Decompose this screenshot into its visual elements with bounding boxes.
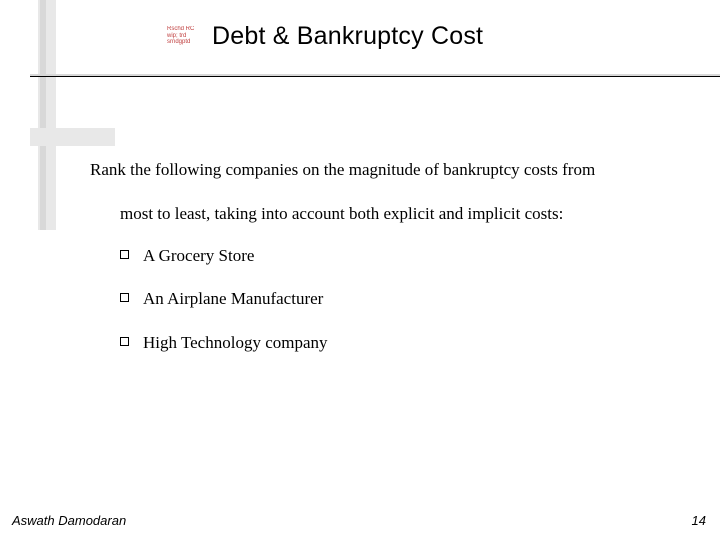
left-decoration-inner [40,0,46,230]
square-bullet-icon [120,250,129,259]
list-item: An Airplane Manufacturer [120,287,680,311]
square-bullet-icon [120,337,129,346]
footer-page-number: 14 [692,513,706,528]
list-item: A Grocery Store [120,244,680,268]
intro-line-2: most to least, taking into account both … [120,202,680,226]
bullet-text: An Airplane Manufacturer [143,287,323,311]
intro-line-1: Rank the following companies on the magn… [90,158,680,182]
title-underline [30,76,720,77]
content-area: Rank the following companies on the magn… [90,158,680,375]
horizontal-decoration [30,128,115,146]
list-item: High Technology company [120,331,680,355]
page-title: Debt & Bankruptcy Cost [212,22,483,51]
square-bullet-icon [120,293,129,302]
logo-placeholder: Rschd RC wip; trd srndgptd [167,26,197,56]
bullet-text: A Grocery Store [143,244,254,268]
footer-author: Aswath Damodaran [12,513,126,528]
bullet-text: High Technology company [143,331,328,355]
